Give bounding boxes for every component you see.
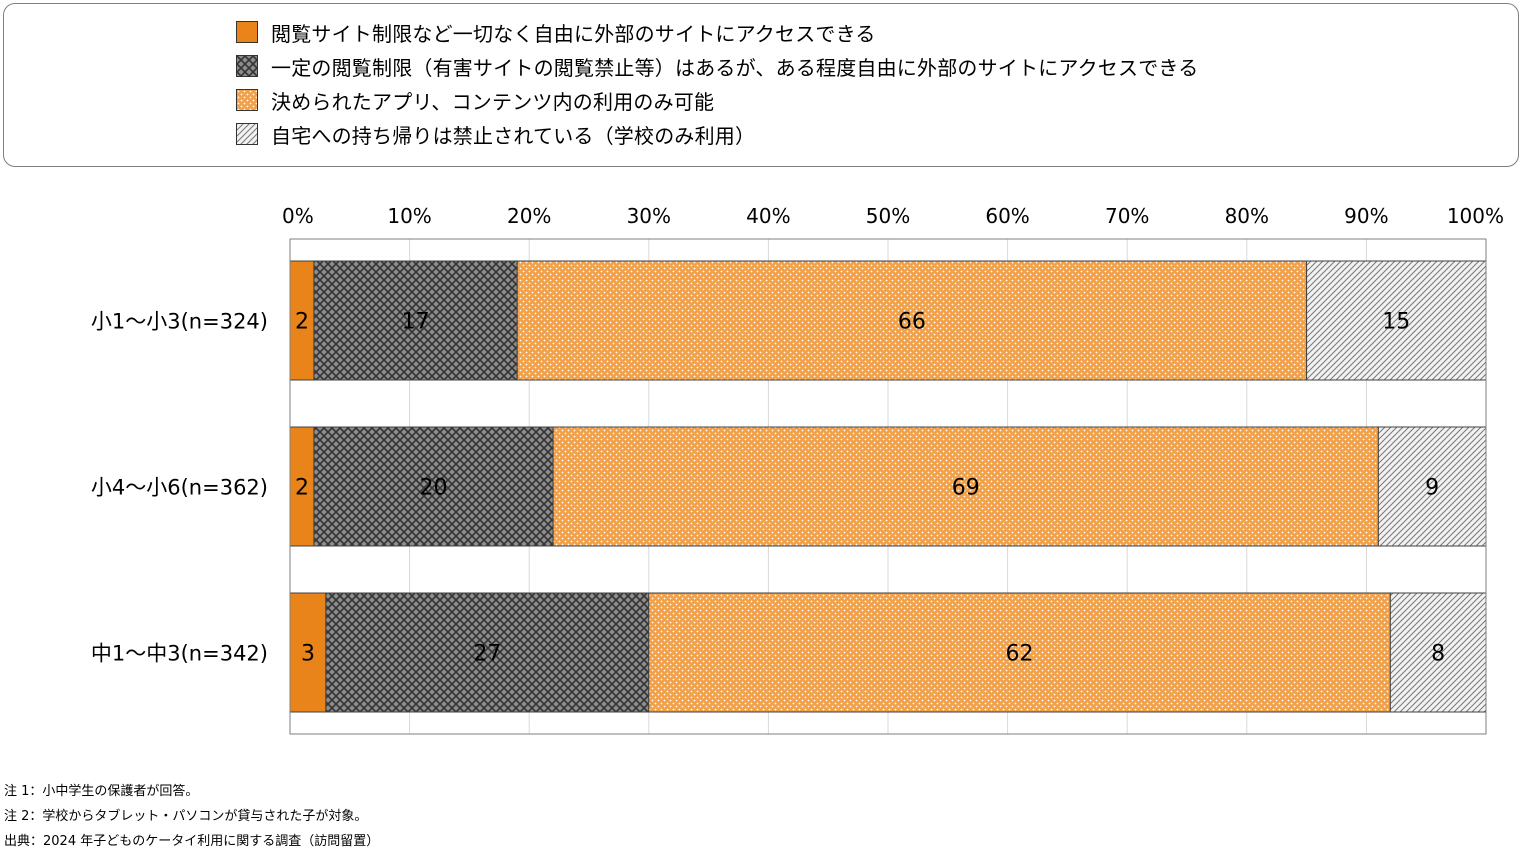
note-2: 注 2：学校からタブレット・パソコンが貸与された子が対象。 bbox=[4, 809, 368, 824]
source-note: 出典：2024 年子どものケータイ利用に関する調査（訪問留置） bbox=[4, 834, 380, 849]
x-tick-label: 0% bbox=[282, 204, 314, 228]
x-axis-ticks: 0% 10% 20% 30% 40% 50% 60% 70% 80% 90% 100% bbox=[282, 204, 1504, 228]
data-label: 66 bbox=[898, 310, 926, 335]
x-tick-label: 100% bbox=[1447, 204, 1504, 228]
data-label: 27 bbox=[473, 642, 501, 667]
legend-label: 自宅への持ち帰りは禁止されている（学校のみ利用） bbox=[271, 123, 756, 148]
data-label: 69 bbox=[952, 476, 980, 501]
x-tick-label: 30% bbox=[627, 204, 671, 228]
x-tick-label: 90% bbox=[1344, 204, 1388, 228]
stacked-bar-chart: 0% 10% 20% 30% 40% 50% 60% 70% 80% 90% 100% 2 17 66 1… bbox=[91, 204, 1504, 735]
bar-segment-crosshatch bbox=[325, 592, 650, 713]
plot-frame bbox=[289, 238, 1487, 735]
x-tick-label: 80% bbox=[1225, 204, 1269, 228]
bar-segment-dots bbox=[552, 426, 1379, 547]
x-tick-label: 70% bbox=[1105, 204, 1149, 228]
bar-segment-diagonal bbox=[1377, 426, 1487, 547]
bar-segment-diagonal bbox=[1389, 592, 1487, 713]
legend-item-1: 閲覧サイト制限など一切なく自由に外部のサイトにアクセスできる bbox=[236, 20, 876, 46]
data-label: 62 bbox=[1006, 642, 1034, 667]
bars: 2 17 66 15 2 20 69 9 3 27 62 8 bbox=[289, 260, 1487, 713]
data-label: 8 bbox=[1431, 642, 1445, 667]
legend-item-2: 一定の閲覧制限（有害サイトの閲覧禁止等）はあるが、ある程度自由に外部のサイトにア… bbox=[236, 54, 1199, 80]
category-label: 小1～小3(n=324) bbox=[91, 310, 268, 334]
bar-segment-crosshatch bbox=[313, 426, 554, 547]
x-tick-label: 40% bbox=[746, 204, 790, 228]
data-label: 9 bbox=[1425, 476, 1439, 501]
data-label: 3 bbox=[301, 642, 315, 667]
legend-swatch-dots bbox=[236, 89, 258, 111]
data-label: 15 bbox=[1382, 310, 1410, 335]
data-label: 2 bbox=[295, 310, 309, 335]
category-labels: 小1～小3(n=324) 小4～小6(n=362) 中1～中3(n=342) bbox=[91, 310, 268, 666]
legend-swatch-crosshatch bbox=[236, 55, 258, 77]
data-label: 2 bbox=[295, 476, 309, 501]
data-label: 17 bbox=[402, 310, 430, 335]
legend-label: 閲覧サイト制限など一切なく自由に外部のサイトにアクセスできる bbox=[271, 21, 876, 46]
x-tick-label: 50% bbox=[866, 204, 910, 228]
x-tick-label: 20% bbox=[507, 204, 551, 228]
legend-item-4: 自宅への持ち帰りは禁止されている（学校のみ利用） bbox=[236, 122, 756, 148]
bar-segment-dots bbox=[516, 260, 1308, 381]
legend-swatch-solid bbox=[236, 21, 258, 43]
bar-segment-dots bbox=[648, 592, 1391, 713]
x-tick-label: 10% bbox=[387, 204, 431, 228]
data-label: 20 bbox=[420, 476, 448, 501]
legend-label: 決められたアプリ、コンテンツ内の利用のみ可能 bbox=[271, 89, 715, 114]
category-label: 中1～中3(n=342) bbox=[91, 642, 268, 666]
legend-swatch-diagonal bbox=[236, 123, 258, 145]
x-tick-label: 60% bbox=[985, 204, 1029, 228]
chart-legend: 閲覧サイト制限など一切なく自由に外部のサイトにアクセスできる一定の閲覧制限（有害… bbox=[3, 3, 1519, 167]
bar-segment-crosshatch bbox=[313, 260, 518, 381]
note-1: 注 1：小中学生の保護者が回答。 bbox=[4, 784, 199, 799]
legend-item-3: 決められたアプリ、コンテンツ内の利用のみ可能 bbox=[236, 88, 715, 114]
category-label: 小4～小6(n=362) bbox=[91, 476, 268, 500]
bar-segment-diagonal bbox=[1306, 260, 1487, 381]
legend-label: 一定の閲覧制限（有害サイトの閲覧禁止等）はあるが、ある程度自由に外部のサイトにア… bbox=[271, 55, 1199, 80]
